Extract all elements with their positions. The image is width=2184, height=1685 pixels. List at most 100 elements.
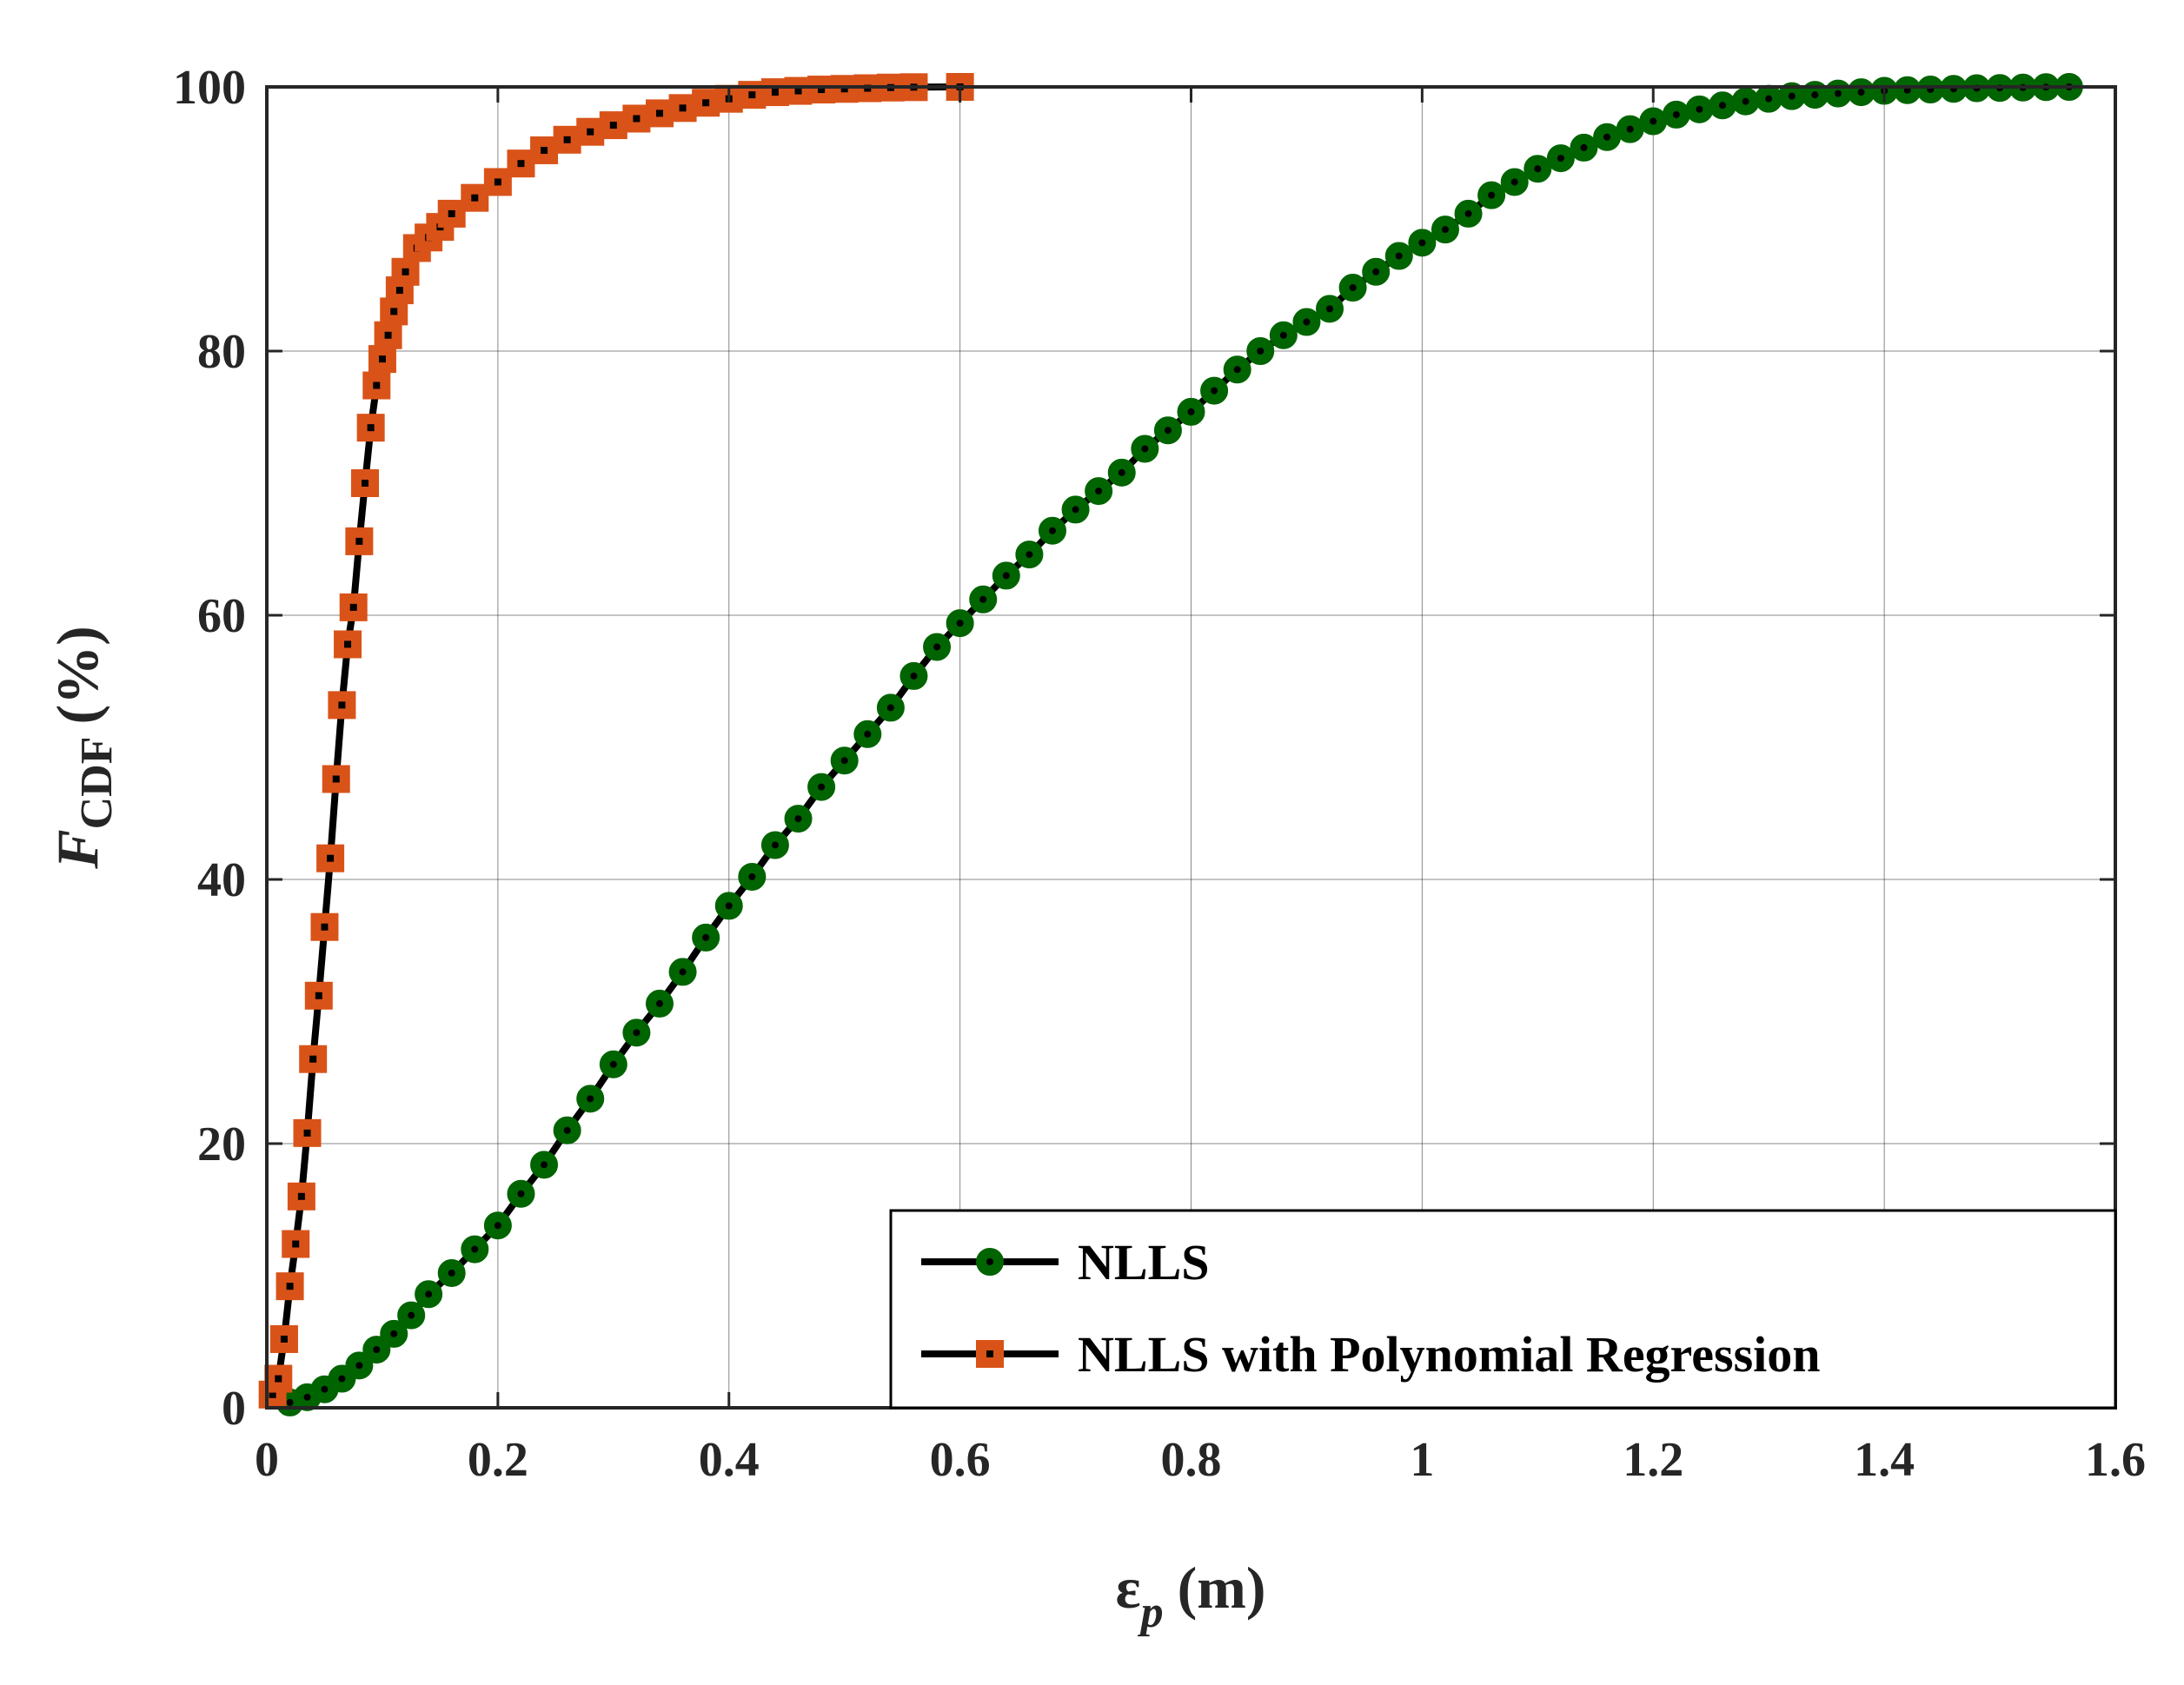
data-point-dot bbox=[332, 775, 340, 783]
data-point-dot bbox=[344, 640, 352, 648]
data-point-dot bbox=[563, 136, 571, 143]
data-point-dot bbox=[448, 1269, 455, 1277]
data-point-dot bbox=[563, 1126, 571, 1134]
data-point-dot bbox=[425, 1290, 433, 1298]
data-point-dot bbox=[448, 209, 455, 217]
data-point-dot bbox=[517, 1190, 525, 1197]
grid-layer bbox=[267, 87, 2115, 1408]
data-point-dot bbox=[609, 1060, 617, 1068]
data-point-dot bbox=[655, 109, 663, 117]
data-point-dot bbox=[541, 1161, 548, 1169]
data-point-dot bbox=[1626, 125, 1634, 133]
legend-entry-nlls: NLLS bbox=[921, 1234, 1210, 1290]
data-point-dot bbox=[840, 757, 848, 765]
x-tick-label: 0.6 bbox=[930, 1433, 991, 1487]
data-point-dot bbox=[1395, 252, 1403, 260]
y-axis-title: FCDF (%) bbox=[44, 626, 122, 870]
y-axis-symbol: F bbox=[44, 829, 110, 869]
y-tick-label: 80 bbox=[197, 325, 246, 379]
y-axis-unit: (%) bbox=[44, 626, 110, 724]
series-line bbox=[289, 83, 2069, 1406]
data-point-dot bbox=[367, 424, 375, 432]
x-tick-label: 1.6 bbox=[2085, 1433, 2146, 1487]
data-point-dot bbox=[702, 933, 710, 941]
data-point-dot bbox=[471, 194, 479, 202]
data-point-dot bbox=[1349, 284, 1357, 292]
data-point-dot bbox=[373, 1346, 381, 1354]
data-point-dot bbox=[395, 287, 403, 295]
legend-entry-nlls-poly: NLLS with Polynomial Regression bbox=[921, 1326, 1821, 1383]
data-point-dot bbox=[1002, 572, 1010, 580]
x-axis-title: εp (m) bbox=[1116, 1555, 1266, 1637]
data-point-dot bbox=[1788, 92, 1796, 100]
data-point-dot bbox=[864, 730, 872, 738]
data-point-dot bbox=[269, 1390, 276, 1398]
data-point-dot bbox=[1811, 91, 1819, 99]
data-point-dot bbox=[1557, 155, 1564, 163]
data-point-dot bbox=[910, 672, 918, 680]
legend-marker-circle-dot bbox=[986, 1258, 993, 1265]
data-point-dot bbox=[1464, 209, 1472, 217]
y-tick-label: 20 bbox=[197, 1118, 246, 1171]
data-point-dot bbox=[315, 992, 322, 999]
x-tick-label: 0.8 bbox=[1161, 1433, 1222, 1487]
y-tick-label: 100 bbox=[173, 61, 246, 115]
data-point-dot bbox=[1742, 97, 1749, 105]
x-tick-label: 1 bbox=[1410, 1433, 1434, 1487]
legend-label-nlls: NLLS bbox=[1078, 1234, 1210, 1290]
data-point-dot bbox=[886, 704, 894, 712]
data-point-dot bbox=[494, 178, 501, 186]
data-point-dot bbox=[1233, 366, 1241, 374]
data-point-dot bbox=[355, 537, 363, 545]
data-point-dot bbox=[1534, 165, 1542, 173]
data-point-dot bbox=[1164, 427, 1172, 435]
data-point-dot bbox=[541, 146, 548, 154]
data-point-dot bbox=[286, 1398, 294, 1406]
data-point-dot bbox=[338, 701, 346, 709]
x-axis-symbol: ε bbox=[1116, 1555, 1141, 1621]
data-point-dot bbox=[679, 104, 687, 112]
data-point-dot bbox=[303, 1393, 311, 1401]
data-point-dot bbox=[1211, 387, 1218, 395]
data-point-dot bbox=[1696, 105, 1703, 113]
data-point-dot bbox=[1580, 143, 1588, 151]
data-point-dot bbox=[771, 89, 779, 96]
data-point-dot bbox=[1326, 305, 1334, 313]
data-point-dot bbox=[1603, 133, 1611, 141]
data-point-dot bbox=[702, 99, 710, 107]
data-point-dot bbox=[818, 783, 826, 791]
data-point-dot bbox=[609, 122, 617, 129]
data-point-dot bbox=[1118, 468, 1125, 476]
data-point-dot bbox=[748, 91, 756, 99]
data-point-dot bbox=[1672, 110, 1680, 118]
data-point-dot bbox=[771, 841, 779, 849]
data-point-dot bbox=[1141, 445, 1149, 453]
x-tick-label: 1.4 bbox=[1854, 1433, 1915, 1487]
data-point-dot bbox=[587, 1095, 594, 1103]
data-point-dot bbox=[1187, 408, 1195, 415]
data-point-dot bbox=[280, 1335, 288, 1343]
data-point-dot bbox=[1048, 527, 1056, 534]
data-point-dot bbox=[494, 1222, 501, 1230]
data-point-dot bbox=[1857, 89, 1865, 96]
data-point-dot bbox=[587, 128, 594, 136]
data-point-dot bbox=[1279, 331, 1287, 339]
data-point-dot bbox=[1072, 506, 1079, 514]
y-tick-label: 0 bbox=[222, 1382, 246, 1436]
data-point-dot bbox=[361, 480, 368, 487]
data-point-dot bbox=[840, 85, 848, 93]
x-tick-label: 0.4 bbox=[699, 1433, 760, 1487]
y-tick-label: 60 bbox=[197, 589, 246, 643]
data-point-dot bbox=[1418, 239, 1426, 247]
data-point-dot bbox=[1441, 226, 1449, 234]
data-point-dot bbox=[408, 1311, 415, 1319]
data-point-dot bbox=[338, 1375, 346, 1383]
data-point-dot bbox=[979, 595, 987, 603]
data-point-dot bbox=[794, 87, 802, 95]
legend-label-nlls-poly: NLLS with Polynomial Regression bbox=[1078, 1326, 1821, 1383]
data-point-dot bbox=[402, 268, 409, 275]
data-point-dot bbox=[1257, 348, 1265, 355]
data-point-dot bbox=[1719, 102, 1727, 109]
data-point-dot bbox=[1372, 268, 1380, 275]
data-point-dot bbox=[1303, 318, 1311, 326]
